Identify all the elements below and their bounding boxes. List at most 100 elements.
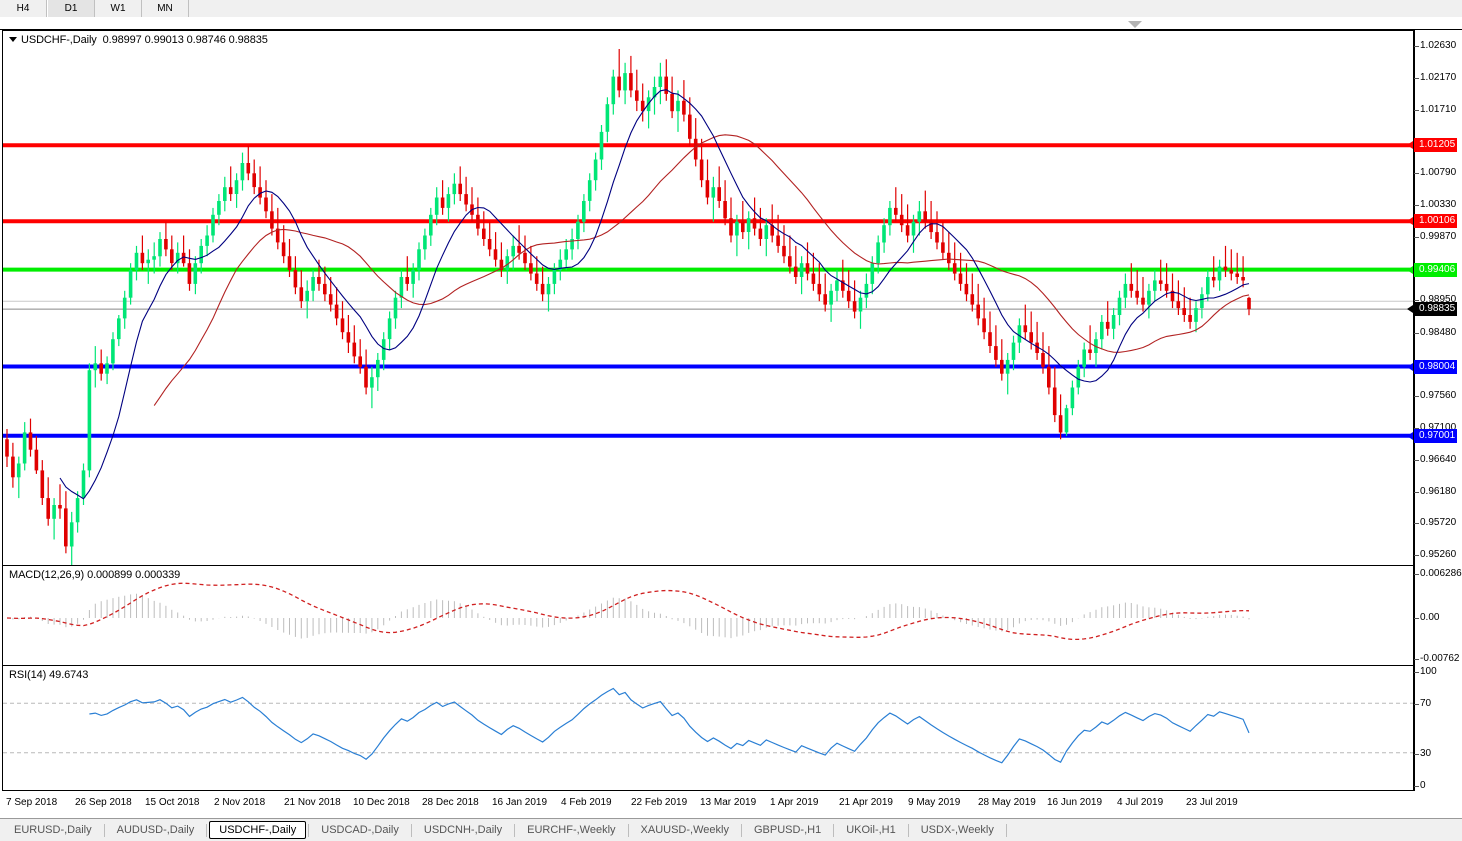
chart-tab-ukoilh1[interactable]: UKOil-,H1 bbox=[846, 824, 896, 836]
tab-separator bbox=[833, 823, 835, 837]
ohlc-values: 0.98997 0.99013 0.98746 0.98835 bbox=[102, 34, 268, 46]
axis-tickmark bbox=[1414, 574, 1419, 575]
tab-separator bbox=[514, 823, 516, 837]
axis-divider bbox=[1414, 30, 1415, 791]
axis-tickmark bbox=[1414, 77, 1419, 79]
axis-tickmark bbox=[1414, 300, 1419, 302]
price-axis-tick: 0.95260 bbox=[1420, 549, 1457, 561]
axis-tickmark bbox=[1414, 396, 1419, 398]
date-axis-label: 16 Jun 2019 bbox=[1047, 797, 1103, 808]
macd-label: MACD(12,26,9) 0.000899 0.000339 bbox=[9, 569, 181, 581]
date-axis-label: 7 Sep 2018 bbox=[6, 797, 58, 808]
rsi-pane[interactable]: RSI(14) 49.6743 bbox=[2, 665, 1414, 791]
chart-tab-bar: EURUSD-,Daily AUDUSD-,Daily USDCHF-,Daily U… bbox=[0, 818, 1462, 841]
price-level-badge[interactable]: 0.97001 bbox=[1407, 428, 1458, 443]
axis-tickmark bbox=[1414, 45, 1419, 47]
price-axis-tick: 0.97100 bbox=[1420, 422, 1457, 433]
chart-tab-eurusddaily[interactable]: EURUSD-,Daily bbox=[14, 824, 92, 836]
chart-tab-usdcnhdaily[interactable]: USDCNH-,Daily bbox=[423, 824, 503, 836]
tab-separator bbox=[627, 823, 629, 837]
timeframe-mn[interactable]: MN bbox=[142, 0, 189, 17]
axis-tickmark bbox=[1414, 173, 1419, 174]
date-axis-label: 21 Nov 2018 bbox=[284, 797, 341, 808]
tab-separator bbox=[740, 823, 742, 837]
axis-tickmark bbox=[1414, 704, 1419, 706]
date-axis-label: 9 May 2019 bbox=[908, 797, 961, 808]
date-axis-label: 2 Nov 2018 bbox=[214, 797, 266, 808]
timeframe-d1[interactable]: D1 bbox=[47, 0, 95, 17]
axis-tickmark bbox=[1414, 753, 1419, 755]
chevron-down-icon[interactable] bbox=[9, 37, 17, 42]
date-axis-label: 1 Apr 2019 bbox=[770, 797, 819, 808]
rsi-svg bbox=[3, 687, 1413, 764]
tab-separator bbox=[1005, 823, 1007, 837]
date-axis-label: 26 Sep 2018 bbox=[75, 797, 132, 808]
tab-separator bbox=[410, 823, 412, 837]
price-axis-tick: 0.98950 bbox=[1420, 294, 1457, 306]
date-axis-label: 23 Jul 2019 bbox=[1186, 797, 1238, 808]
axis-tickmark bbox=[1414, 236, 1419, 238]
axis-tickmark bbox=[1414, 428, 1419, 429]
price-axis-tick: 1.01710 bbox=[1420, 103, 1457, 115]
axis-tickmark bbox=[1414, 459, 1419, 461]
price-level-badge[interactable]: 0.98835 bbox=[1407, 302, 1458, 317]
price-plot bbox=[3, 31, 1413, 572]
macd-axis-tick: -0.00762 bbox=[1420, 653, 1460, 664]
rsi-axis-tick: 70 bbox=[1420, 698, 1432, 710]
date-axis-label: 21 Apr 2019 bbox=[839, 797, 893, 808]
price-level-badge[interactable]: 1.01205 bbox=[1407, 138, 1458, 153]
date-axis-label: 4 Feb 2019 bbox=[561, 797, 612, 808]
symbol-header: USDCHF-,Daily 0.98997 0.99013 0.98746 0.… bbox=[9, 34, 268, 46]
timeframe-w1[interactable]: W1 bbox=[95, 0, 142, 17]
price-pane[interactable]: USDCHF-,Daily 0.98997 0.99013 0.98746 0.… bbox=[2, 30, 1414, 573]
macd-axis-tick: 0.006286 bbox=[1420, 568, 1462, 579]
date-axis-label: 4 Jul 2019 bbox=[1117, 797, 1164, 808]
timeframe-toolbar: H4 D1 W1 MN bbox=[0, 0, 1462, 18]
tab-separator bbox=[206, 823, 208, 837]
axis-tickmark bbox=[1414, 555, 1419, 557]
price-axis[interactable]: 1.02630 1.02170 1.01710 1.00790 1.00330 0.998… bbox=[1407, 30, 1462, 791]
price-axis-tick: 0.96640 bbox=[1420, 453, 1457, 465]
axis-tickmark bbox=[1414, 618, 1419, 619]
axis-tickmark bbox=[1414, 332, 1419, 334]
timeframe-h4[interactable]: H4 bbox=[0, 0, 47, 17]
chevron-down-icon[interactable] bbox=[1128, 21, 1142, 28]
chart-tab-usdcaddaily[interactable]: USDCAD-,Daily bbox=[321, 824, 399, 836]
macd-pane[interactable]: MACD(12,26,9) 0.000899 0.000339 bbox=[2, 565, 1414, 667]
date-axis-label: 28 May 2019 bbox=[978, 797, 1036, 808]
tab-separator bbox=[103, 823, 105, 837]
price-axis-tick: 0.99870 bbox=[1420, 230, 1457, 242]
date-axis-label: 15 Oct 2018 bbox=[145, 797, 200, 808]
price-level-badge[interactable]: 0.98004 bbox=[1407, 359, 1458, 374]
date-axis[interactable]: 7 Sep 2018 26 Sep 2018 15 Oct 2018 2 Nov 20… bbox=[2, 793, 1414, 815]
price-level-badge[interactable]: 1.00106 bbox=[1407, 214, 1458, 229]
macd-axis-tick: 0.00 bbox=[1420, 612, 1440, 623]
date-axis-label: 28 Dec 2018 bbox=[422, 797, 479, 808]
date-axis-label: 16 Jan 2019 bbox=[492, 797, 548, 808]
price-candles-svg bbox=[3, 49, 1413, 568]
tab-separator bbox=[907, 823, 909, 837]
axis-tickmark bbox=[1414, 786, 1419, 787]
toolbar-filler bbox=[189, 0, 1462, 17]
axis-tickmark bbox=[1414, 672, 1419, 673]
chart-tab-xauusdweekly[interactable]: XAUUSD-,Weekly bbox=[640, 824, 729, 836]
chart-tab-usdxweekly[interactable]: USDX-,Weekly bbox=[920, 824, 994, 836]
rsi-axis-tick: 30 bbox=[1420, 747, 1432, 759]
date-axis-label: 22 Feb 2019 bbox=[631, 797, 688, 808]
axis-tickmark bbox=[1414, 204, 1419, 206]
price-axis-tick: 0.98480 bbox=[1420, 326, 1457, 338]
axis-tickmark bbox=[1414, 659, 1419, 660]
price-axis-tick: 0.95720 bbox=[1420, 517, 1457, 529]
chart-scroll-strip[interactable] bbox=[0, 17, 1462, 30]
chart-tab-usdchfdaily[interactable]: USDCHF-,Daily bbox=[209, 821, 307, 839]
chart-tab-gbpusdh1[interactable]: GBPUSD-,H1 bbox=[753, 824, 822, 836]
chart-window: USDCHF-,Daily 0.98997 0.99013 0.98746 0.… bbox=[0, 17, 1462, 841]
rsi-axis-tick: 100 bbox=[1420, 666, 1437, 677]
rsi-label: RSI(14) 49.6743 bbox=[9, 669, 89, 681]
chart-tab-audusddaily[interactable]: AUDUSD-,Daily bbox=[116, 824, 195, 836]
price-axis-tick: 1.02170 bbox=[1420, 71, 1457, 83]
macd-plot bbox=[3, 566, 1413, 666]
chart-tab-eurchfweekly[interactable]: EURCHF-,Weekly bbox=[527, 824, 616, 836]
price-level-badge[interactable]: 0.99406 bbox=[1407, 262, 1458, 277]
